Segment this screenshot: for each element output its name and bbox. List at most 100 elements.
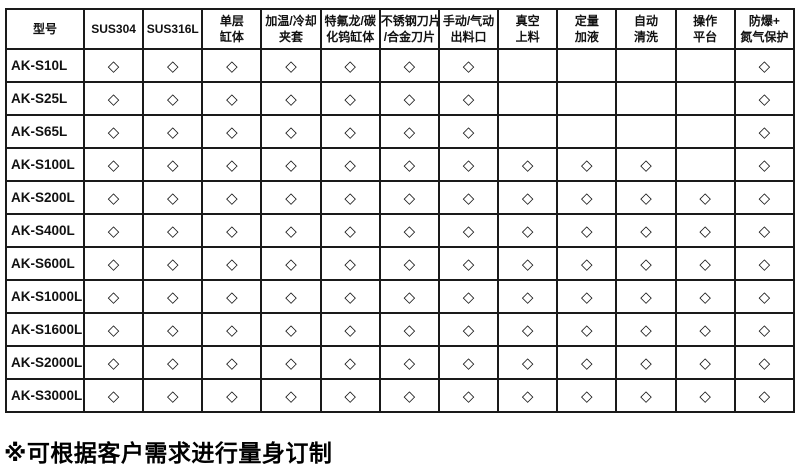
table-row: AK-S400L ◇ ◇ ◇ ◇ ◇ ◇ ◇ ◇ ◇ ◇ ◇ ◇ xyxy=(5,213,796,248)
column-header: SUS316L xyxy=(142,8,204,50)
feature-diamond-cell: ◇ xyxy=(319,312,381,347)
feature-diamond-cell: ◇ xyxy=(378,345,440,380)
column-header: 单层 缸体 xyxy=(201,8,263,50)
feature-diamond-cell: ◇ xyxy=(556,378,618,413)
model-cell: AK-S400L xyxy=(5,213,85,248)
feature-diamond-cell: ◇ xyxy=(260,312,322,347)
model-cell: AK-S1600L xyxy=(5,312,85,347)
model-cell: AK-S600L xyxy=(5,246,85,281)
model-cell: AK-S3000L xyxy=(5,378,85,413)
feature-diamond-cell: ◇ xyxy=(556,345,618,380)
feature-diamond-cell: ◇ xyxy=(437,180,500,215)
feature-diamond-cell: ◇ xyxy=(260,147,322,182)
feature-diamond-cell: ◇ xyxy=(497,147,559,182)
feature-diamond-cell: ◇ xyxy=(674,345,736,380)
feature-empty-cell xyxy=(674,114,736,149)
feature-diamond-cell: ◇ xyxy=(674,180,736,215)
feature-diamond-cell: ◇ xyxy=(319,246,381,281)
feature-diamond-cell: ◇ xyxy=(378,312,440,347)
column-header: 手动/气动 出料口 xyxy=(437,8,500,50)
column-header: 真空 上料 xyxy=(497,8,559,50)
column-header: SUS304 xyxy=(82,8,145,50)
feature-diamond-cell: ◇ xyxy=(437,213,500,248)
feature-diamond-cell: ◇ xyxy=(201,246,263,281)
feature-diamond-cell: ◇ xyxy=(437,378,500,413)
feature-diamond-cell: ◇ xyxy=(82,312,145,347)
feature-diamond-cell: ◇ xyxy=(82,180,145,215)
feature-diamond-cell: ◇ xyxy=(437,147,500,182)
feature-diamond-cell: ◇ xyxy=(142,213,204,248)
feature-diamond-cell: ◇ xyxy=(556,180,618,215)
feature-diamond-cell: ◇ xyxy=(82,114,145,149)
feature-diamond-cell: ◇ xyxy=(82,147,145,182)
feature-diamond-cell: ◇ xyxy=(497,180,559,215)
feature-diamond-cell: ◇ xyxy=(556,312,618,347)
feature-diamond-cell: ◇ xyxy=(82,378,145,413)
model-cell: AK-S65L xyxy=(5,114,85,149)
feature-diamond-cell: ◇ xyxy=(142,312,204,347)
feature-diamond-cell: ◇ xyxy=(82,279,145,314)
feature-diamond-cell: ◇ xyxy=(674,279,736,314)
model-cell: AK-S100L xyxy=(5,147,85,182)
feature-empty-cell xyxy=(556,114,618,149)
feature-diamond-cell: ◇ xyxy=(142,378,204,413)
feature-empty-cell xyxy=(497,114,559,149)
feature-diamond-cell: ◇ xyxy=(378,48,440,83)
feature-diamond-cell: ◇ xyxy=(556,213,618,248)
table-row: AK-S200L ◇ ◇ ◇ ◇ ◇ ◇ ◇ ◇ ◇ ◇ ◇ ◇ xyxy=(5,180,796,215)
feature-diamond-cell: ◇ xyxy=(142,81,204,116)
feature-diamond-cell: ◇ xyxy=(142,180,204,215)
feature-diamond-cell: ◇ xyxy=(378,81,440,116)
feature-diamond-cell: ◇ xyxy=(497,279,559,314)
model-cell: AK-S2000L xyxy=(5,345,85,380)
feature-diamond-cell: ◇ xyxy=(733,81,796,116)
feature-diamond-cell: ◇ xyxy=(319,114,381,149)
feature-diamond-cell: ◇ xyxy=(733,378,796,413)
feature-diamond-cell: ◇ xyxy=(142,246,204,281)
feature-diamond-cell: ◇ xyxy=(201,147,263,182)
feature-empty-cell xyxy=(497,48,559,83)
feature-diamond-cell: ◇ xyxy=(615,312,677,347)
feature-diamond-cell: ◇ xyxy=(378,246,440,281)
feature-empty-cell xyxy=(497,81,559,116)
feature-diamond-cell: ◇ xyxy=(378,147,440,182)
feature-diamond-cell: ◇ xyxy=(260,81,322,116)
feature-diamond-cell: ◇ xyxy=(437,48,500,83)
feature-diamond-cell: ◇ xyxy=(497,213,559,248)
feature-diamond-cell: ◇ xyxy=(437,114,500,149)
feature-diamond-cell: ◇ xyxy=(615,345,677,380)
table-body: AK-S10L ◇ ◇ ◇ ◇ ◇ ◇ ◇ ◇ AK-S25L ◇ ◇ ◇ ◇ ◇ ◇ ◇ ◇ AK-S65L ◇ ◇ ◇… xyxy=(5,48,796,413)
feature-diamond-cell: ◇ xyxy=(733,246,796,281)
feature-diamond-cell: ◇ xyxy=(82,48,145,83)
feature-diamond-cell: ◇ xyxy=(260,114,322,149)
feature-diamond-cell: ◇ xyxy=(437,312,500,347)
feature-diamond-cell: ◇ xyxy=(615,147,677,182)
feature-diamond-cell: ◇ xyxy=(260,246,322,281)
feature-diamond-cell: ◇ xyxy=(142,279,204,314)
feature-diamond-cell: ◇ xyxy=(674,378,736,413)
feature-empty-cell xyxy=(615,114,677,149)
column-header: 防爆+ 氮气保护 xyxy=(733,8,796,50)
feature-diamond-cell: ◇ xyxy=(497,312,559,347)
feature-empty-cell xyxy=(556,48,618,83)
feature-diamond-cell: ◇ xyxy=(201,180,263,215)
feature-diamond-cell: ◇ xyxy=(319,279,381,314)
column-header: 特氟龙/碳 化钨缸体 xyxy=(319,8,381,50)
feature-diamond-cell: ◇ xyxy=(201,279,263,314)
feature-diamond-cell: ◇ xyxy=(142,345,204,380)
feature-diamond-cell: ◇ xyxy=(733,213,796,248)
header-row: 型号 SUS304 SUS316L 单层 缸体 加温/冷却 夹套 特氟龙/碳 化钨缸体 不锈… xyxy=(5,8,796,50)
feature-diamond-cell: ◇ xyxy=(319,147,381,182)
feature-diamond-cell: ◇ xyxy=(260,48,322,83)
feature-diamond-cell: ◇ xyxy=(201,378,263,413)
feature-diamond-cell: ◇ xyxy=(201,114,263,149)
feature-diamond-cell: ◇ xyxy=(437,345,500,380)
model-feature-table: 型号 SUS304 SUS316L 单层 缸体 加温/冷却 夹套 特氟龙/碳 化钨缸体 不锈… xyxy=(5,8,796,413)
column-header: 操作 平台 xyxy=(674,8,736,50)
column-header: 型号 xyxy=(5,8,85,50)
feature-diamond-cell: ◇ xyxy=(260,279,322,314)
feature-diamond-cell: ◇ xyxy=(142,114,204,149)
feature-diamond-cell: ◇ xyxy=(733,180,796,215)
column-header: 加温/冷却 夹套 xyxy=(260,8,322,50)
feature-diamond-cell: ◇ xyxy=(674,213,736,248)
